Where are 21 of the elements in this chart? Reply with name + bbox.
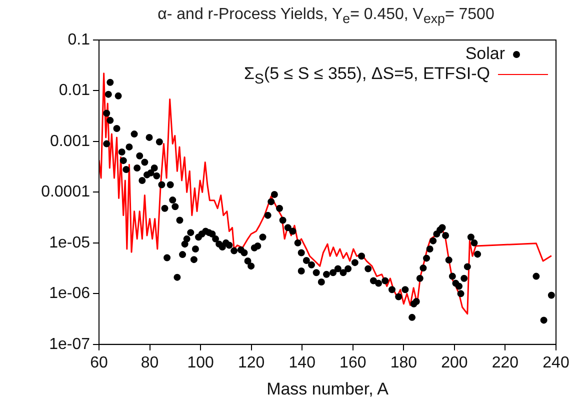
y-tick-label: 0.001 [50, 132, 90, 150]
x-tick-label: 180 [390, 354, 418, 372]
y-tick-label: 1e-07 [49, 336, 90, 353]
legend-label: Solar [465, 44, 505, 63]
y-tick-label: 0.01 [58, 82, 90, 100]
x-tick-label: 220 [492, 354, 519, 372]
x-tick-label: 120 [238, 354, 265, 372]
x-tick-label: 240 [542, 354, 570, 372]
x-axis-title: Mass number, A [266, 379, 390, 398]
x-tick-label: 140 [288, 354, 316, 372]
y-tick-label: 0.1 [68, 31, 90, 48]
x-tick-label: 60 [90, 354, 108, 372]
y-tick-label: 0.0001 [41, 184, 90, 201]
x-tick-label: 200 [441, 354, 468, 372]
y-tick-label: 1e-05 [49, 234, 90, 252]
y-tick-label: 1e-06 [49, 285, 90, 302]
x-tick-label: 160 [340, 354, 366, 372]
x-tick-label: 80 [140, 354, 159, 372]
legend-label: Σ$_{S}$(5 ≤ S ≤ 355), ΔS=5, ETFSI-Q [244, 64, 490, 88]
chart-title: α- and r-Process Yields, Y$_{e}$= 0.450, V$_{exp}$= 7500 [156, 6, 496, 26]
x-tick-label: 100 [187, 354, 214, 372]
